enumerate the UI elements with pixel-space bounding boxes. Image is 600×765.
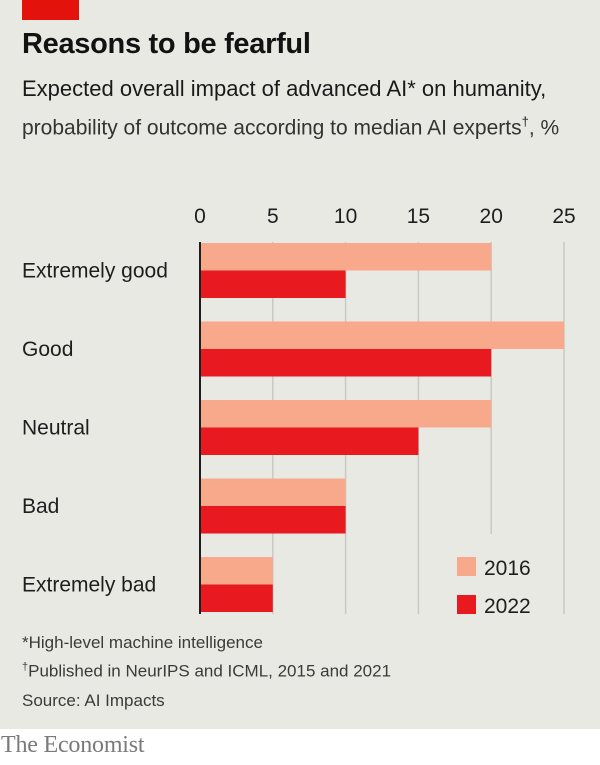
bar-2016 [200, 557, 273, 585]
tick-label: 15 [407, 205, 430, 228]
economist-red-tag [22, 0, 79, 20]
legend: 2016 2022 [457, 557, 531, 618]
footnotes: *High-level machine intelligence †Publis… [22, 630, 391, 713]
category-labels: Extremely good Good Neutral Bad Extremely ba… [22, 260, 168, 597]
dagger-mark: † [521, 114, 529, 129]
tick-label: 5 [267, 205, 279, 228]
footnote-hlmi: *High-level machine intelligence [22, 633, 263, 652]
legend-swatch-2016 [457, 557, 476, 576]
category-label: Bad [22, 495, 59, 518]
subtitle-unit: , % [528, 116, 560, 140]
tick-label: 10 [334, 205, 357, 228]
subtitle-main: Expected overall impact of advanced AI* … [22, 76, 547, 101]
x-axis-ticks: 0 5 10 15 20 25 [194, 205, 576, 228]
footnote-published-text: Published in NeurIPS and ICML, 2015 and … [28, 661, 392, 681]
source-note: Source: AI Impacts [22, 690, 165, 710]
bar-2016 [200, 243, 492, 271]
tick-label: 25 [552, 205, 575, 228]
bar-2022 [200, 427, 419, 455]
category-label: Good [22, 338, 73, 361]
category-label: Extremely bad [22, 574, 156, 597]
category-label: Extremely good [22, 260, 168, 283]
subtitle-detail: probability of outcome according to medi… [22, 116, 522, 140]
bars [200, 243, 564, 612]
chart-subtitle: Expected overall impact of advanced AI* … [22, 73, 582, 144]
legend-label: 2016 [484, 557, 531, 580]
bar-2016 [200, 321, 564, 349]
tick-label: 20 [480, 205, 503, 228]
legend-label: 2022 [484, 595, 531, 618]
chart-title: Reasons to be fearful [22, 28, 311, 60]
bar-2016 [200, 478, 346, 506]
bar-2022 [200, 349, 492, 377]
category-label: Neutral [22, 417, 90, 440]
economist-logo: The Economist [1, 732, 145, 758]
bar-2022 [200, 584, 273, 612]
bar-chart: 0 5 10 15 20 25 Extremely goodGoodNeutralBadE… [22, 205, 576, 618]
bar-2016 [200, 400, 492, 428]
bar-2022 [200, 506, 346, 534]
dagger-mark: † [22, 661, 29, 673]
footnote-published: †Published in NeurIPS and ICML, 2015 and… [22, 655, 391, 684]
legend-swatch-2022 [457, 595, 476, 614]
tick-label: 0 [194, 205, 206, 228]
bar-2022 [200, 270, 346, 298]
